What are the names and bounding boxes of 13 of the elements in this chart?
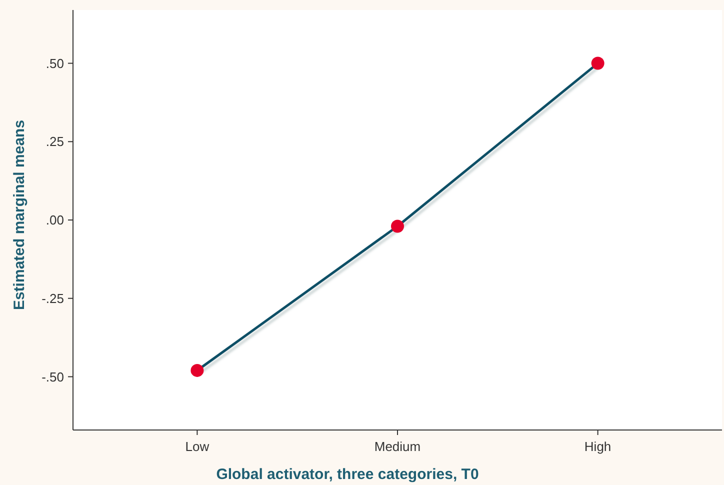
x-tick-label: High [584,439,612,454]
y-tick-label: -.50 [42,369,64,384]
y-tick-label: .25 [46,134,64,150]
x-tick-label: Medium [374,439,421,454]
y-tick-label: .00 [46,212,64,228]
point [591,56,604,70]
y-axis-title: Estimated marginal means [11,120,28,310]
point [190,364,204,377]
y-tick-label: -.25 [42,290,64,306]
x-axis-title: Global activator, three categories, T0 [216,466,479,483]
y-tick-label: .50 [46,56,64,71]
point [391,220,404,233]
x-tick-label: Low [185,439,210,454]
